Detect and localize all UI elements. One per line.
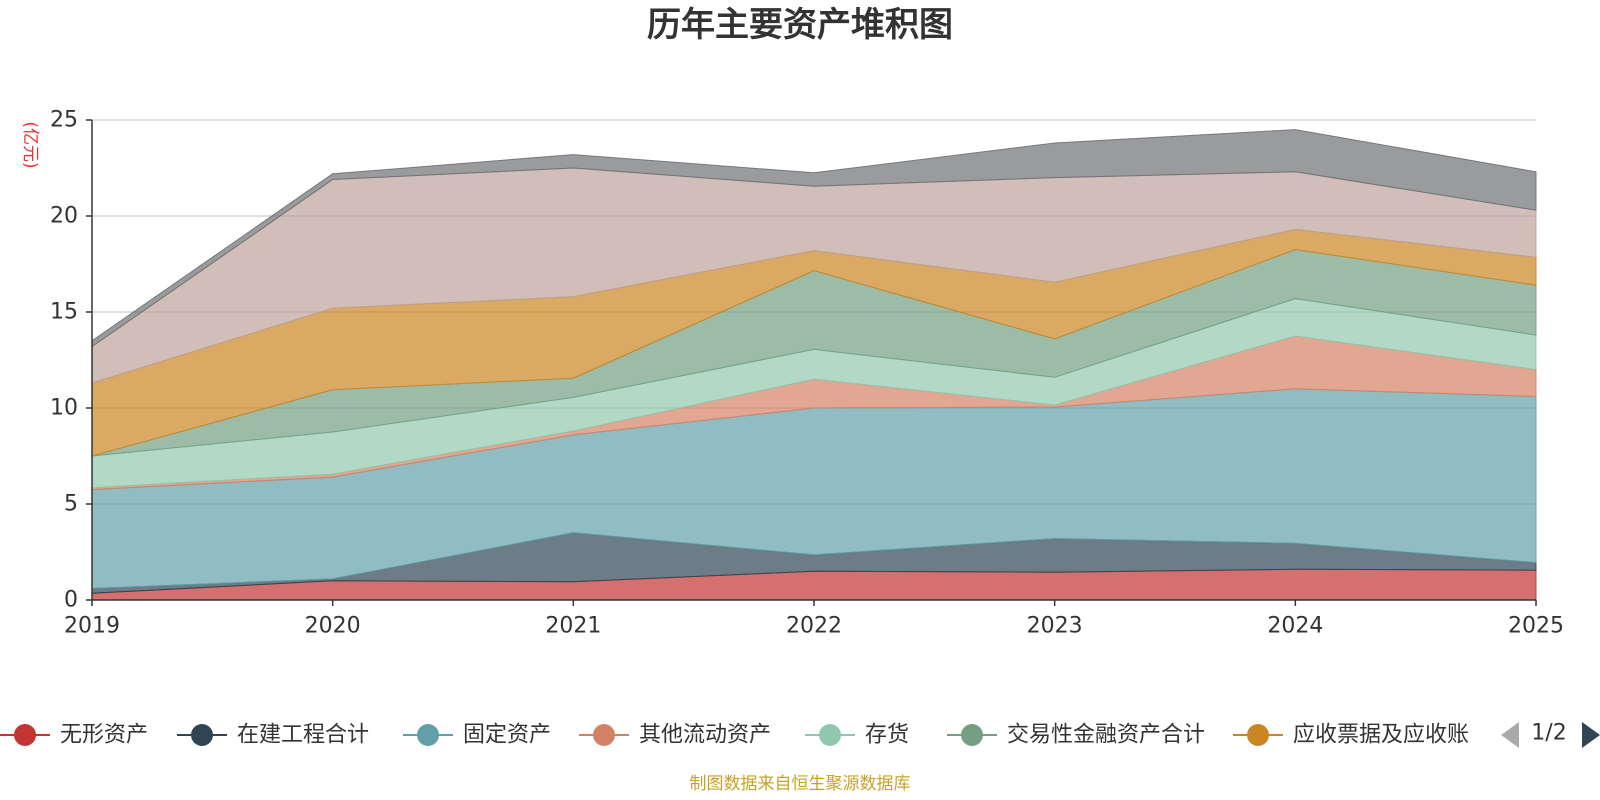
legend-item: 存货	[805, 723, 909, 748]
legend-swatch-marker	[1247, 724, 1269, 746]
x-tick-label: 2025	[1508, 614, 1564, 639]
y-tick-label: 5	[64, 492, 78, 517]
x-tick-label: 2021	[545, 614, 601, 639]
stacked-areas	[91, 129, 1537, 601]
y-tick-label: 25	[50, 108, 78, 133]
legend-swatch-marker	[593, 724, 615, 746]
chart-title: 历年主要资产堆积图	[647, 5, 953, 45]
y-tick-label: 15	[50, 300, 78, 325]
legend-label: 其他流动资产	[639, 723, 771, 748]
legend-pager: 1/2	[1501, 721, 1600, 748]
area-series-8	[91, 129, 1537, 348]
legend-item: 固定资产	[403, 723, 551, 748]
x-tick-label: 2023	[1027, 614, 1083, 639]
y-tick-label: 10	[50, 396, 78, 421]
legend-label: 在建工程合计	[237, 723, 369, 748]
legend-swatch-marker	[14, 724, 36, 746]
legend-swatch-marker	[961, 724, 983, 746]
legend-item: 在建工程合计	[177, 723, 369, 748]
x-tick-label: 2019	[64, 614, 120, 639]
legend-item: 交易性金融资产合计	[947, 723, 1205, 748]
x-tick-label: 2022	[786, 614, 842, 639]
legend-page-indicator: 1/2	[1531, 721, 1566, 746]
y-axis-unit-label: (亿元)	[20, 121, 40, 168]
legend-swatch-marker	[191, 724, 213, 746]
legend-swatch-marker	[819, 724, 841, 746]
y-tick-label: 20	[50, 204, 78, 229]
x-tick-label: 2020	[305, 614, 361, 639]
legend-next-arrow-icon[interactable]	[1582, 722, 1600, 748]
x-tick-label: 2024	[1267, 614, 1323, 639]
legend-label: 固定资产	[463, 723, 551, 748]
data-source-note: 制图数据来自恒生聚源数据库	[690, 774, 911, 794]
legend: 无形资产 在建工程合计 固定资产 其他流动资产 存货 交易性金融资产合计 应收票据及应收账	[0, 723, 1469, 748]
legend-label: 交易性金融资产合计	[1007, 723, 1205, 748]
legend-item: 其他流动资产	[579, 723, 771, 748]
legend-prev-arrow-icon[interactable]	[1501, 722, 1519, 748]
legend-label: 无形资产	[60, 723, 148, 748]
legend-item: 无形资产	[0, 723, 148, 748]
legend-item: 应收票据及应收账	[1233, 723, 1469, 748]
legend-label: 应收票据及应收账	[1293, 723, 1469, 748]
y-tick-label: 0	[64, 588, 78, 613]
legend-swatch-marker	[417, 724, 439, 746]
legend-label: 存货	[865, 723, 909, 748]
